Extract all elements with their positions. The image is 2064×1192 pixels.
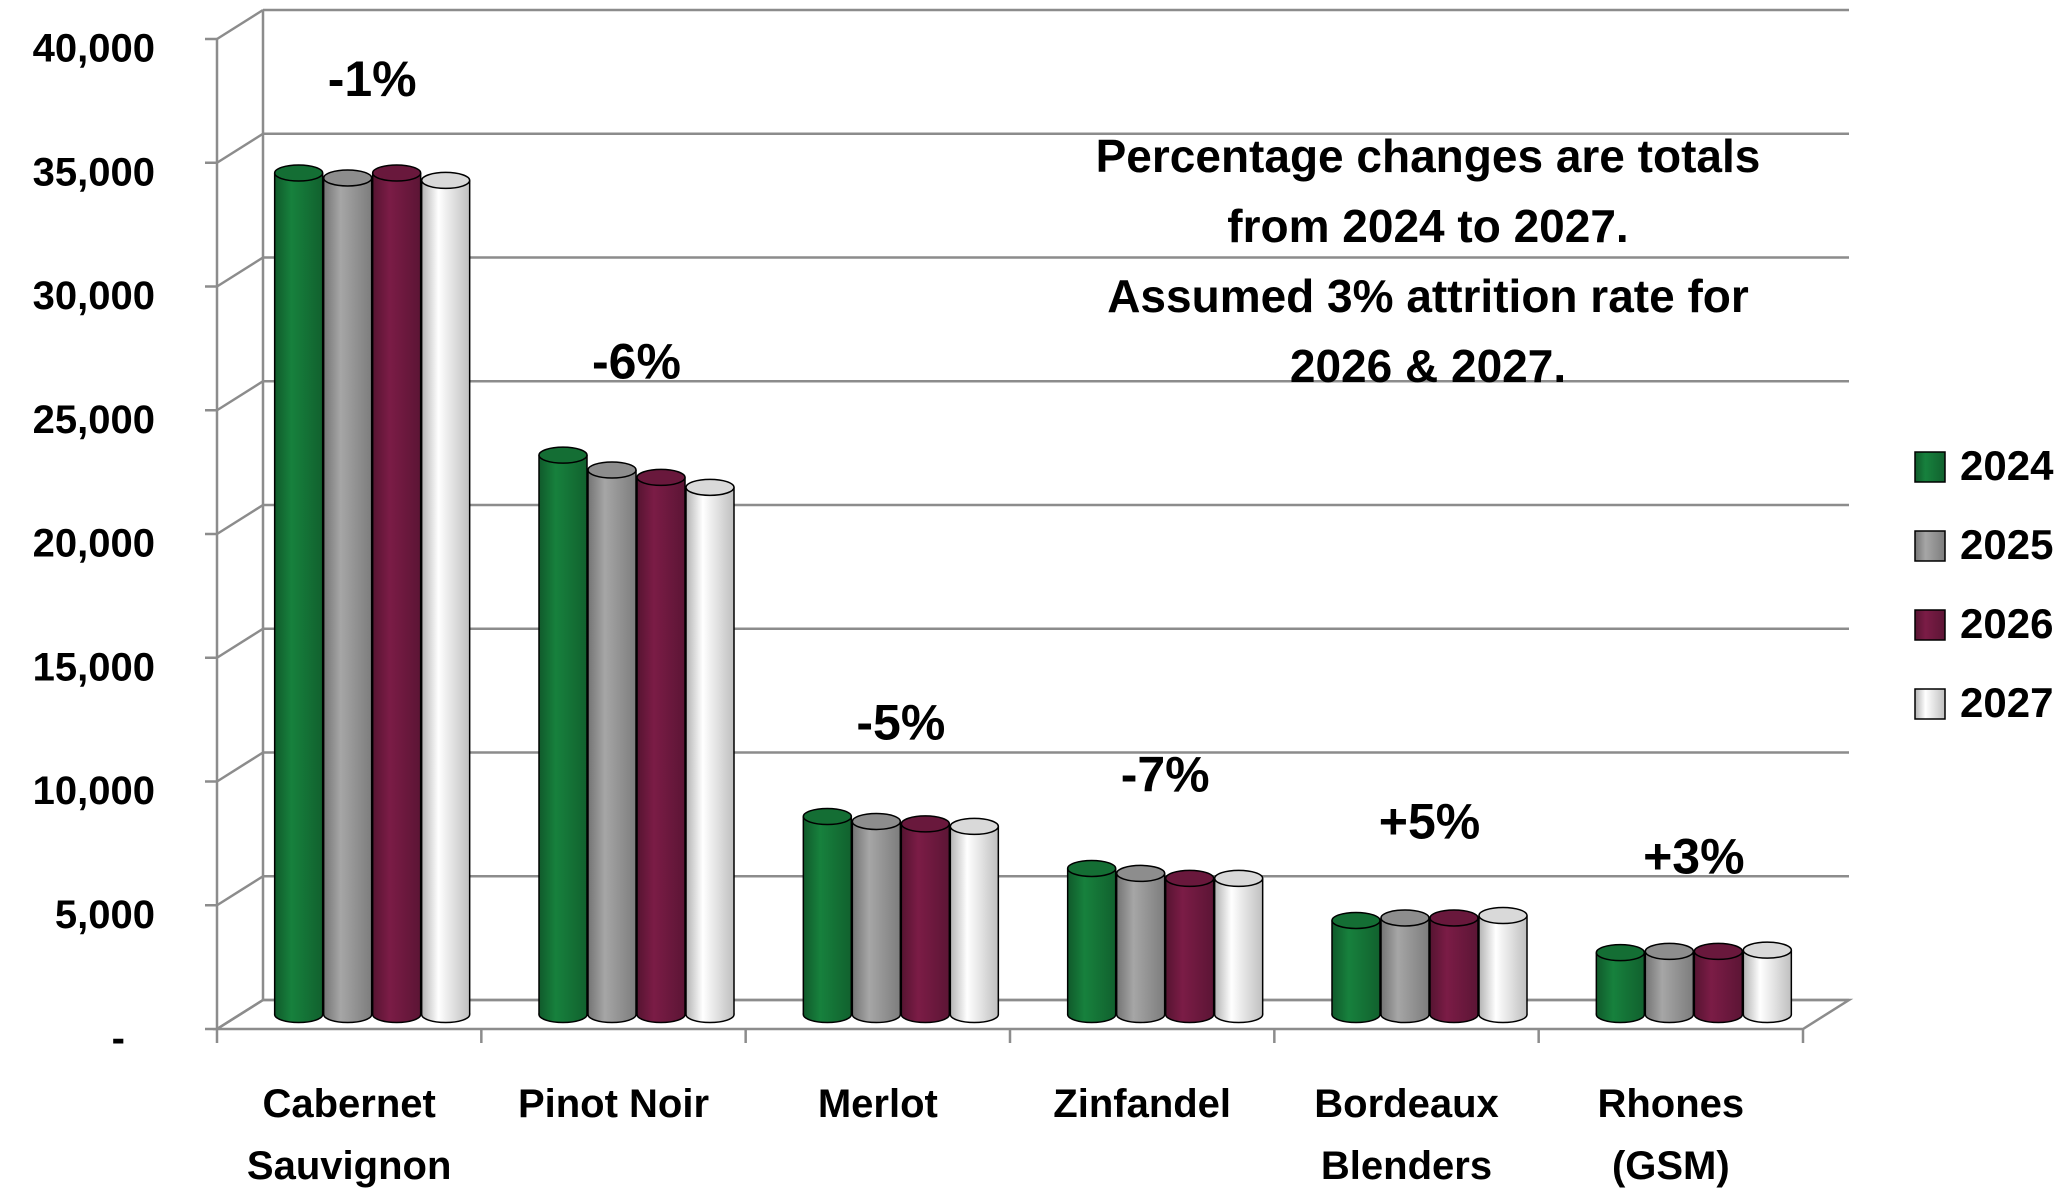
legend-label: 2027 [1960, 679, 2053, 726]
bar [1479, 915, 1527, 1015]
bar-cap [1213, 869, 1264, 888]
annotation: from 2024 to 2027. [1227, 200, 1628, 252]
legend-swatch [1914, 451, 1946, 483]
y-tick-label: 25,000 [33, 398, 155, 442]
bar [852, 821, 901, 1015]
bar [1596, 952, 1645, 1015]
bar-cap [1115, 864, 1166, 883]
bar [1430, 917, 1478, 1015]
bar-cap [1429, 909, 1479, 927]
x-tick-label: Bordeaux Blenders [1314, 1082, 1499, 1188]
bar-cap [420, 171, 471, 190]
bar-cap [851, 812, 902, 831]
legend-swatch [1914, 530, 1946, 562]
bar-cap [802, 807, 853, 826]
change-label: -7% [1121, 747, 1210, 803]
change-label: +3% [1643, 828, 1744, 884]
bar-cap [1164, 869, 1215, 888]
bar-cap [1693, 942, 1744, 961]
legend-label: 2024 [1960, 442, 2054, 489]
bar-cap [1066, 859, 1117, 878]
bar-cap [273, 164, 324, 182]
bar [901, 823, 950, 1015]
bar [1165, 878, 1214, 1015]
bar [539, 455, 587, 1015]
y-tick-label: 10,000 [33, 769, 155, 813]
side-grid-line [216, 256, 264, 288]
side-grid-line [216, 875, 264, 907]
bar [686, 487, 734, 1015]
bar [1694, 951, 1743, 1015]
annotation: Assumed 3% attrition rate for [1107, 270, 1749, 322]
side-grid-line [216, 8, 264, 41]
y-tick-label: 15,000 [33, 645, 155, 689]
side-grid-line [216, 380, 264, 412]
bar-cap [900, 815, 951, 833]
y-tick-label: 30,000 [33, 274, 155, 318]
bar-cap [1380, 909, 1430, 927]
y-tick-label: - [112, 1017, 125, 1061]
annotation: 2026 & 2027. [1290, 340, 1566, 392]
bar [323, 177, 372, 1015]
side-grid-line [216, 503, 264, 536]
x-tick-label: Merlot [817, 1082, 938, 1126]
bar [637, 477, 685, 1015]
change-label: +5% [1379, 794, 1480, 850]
x-tick-label: Zinfandel [1053, 1082, 1232, 1126]
side-grid-line [216, 751, 264, 783]
x-tick-label: Rhones (GSM) [1597, 1082, 1745, 1188]
bar-cap [322, 169, 373, 187]
change-label: -6% [592, 333, 681, 389]
bar-cap [587, 461, 637, 479]
bar [803, 816, 852, 1015]
bar [1116, 873, 1165, 1015]
bar-cap [1644, 942, 1695, 961]
bar-cap [538, 446, 588, 464]
y-tick-label: 5,000 [55, 893, 155, 937]
bar [274, 173, 323, 1015]
change-label: -5% [856, 695, 945, 751]
bar [950, 826, 999, 1015]
bar [421, 180, 470, 1015]
bar [1214, 878, 1263, 1015]
bar [588, 470, 636, 1015]
side-grid-line [216, 132, 264, 164]
bar-cap [949, 817, 1000, 836]
bar-cap [1742, 941, 1793, 959]
bar-cap [1331, 911, 1381, 930]
legend-label: 2025 [1960, 521, 2053, 568]
bar [1332, 920, 1380, 1015]
annotation: Percentage changes are totals [1096, 130, 1761, 182]
bar [1381, 917, 1429, 1015]
bar [372, 173, 421, 1015]
x-tick-label: Cabernet Sauvignon [246, 1082, 452, 1188]
y-tick-label: 40,000 [33, 27, 155, 71]
bar-cap [685, 478, 735, 497]
legend-label: 2026 [1960, 600, 2053, 647]
bar [1743, 950, 1792, 1015]
y-tick-label: 35,000 [33, 150, 155, 194]
bar-cap [1478, 906, 1528, 925]
change-label: -1% [328, 51, 417, 107]
bar-cap [371, 164, 422, 182]
bar-cap [636, 468, 686, 487]
bar [1067, 868, 1116, 1015]
side-grid-line [216, 627, 264, 659]
bar [1645, 951, 1694, 1015]
x-tick-label: Pinot Noir [517, 1082, 710, 1126]
legend-swatch [1914, 609, 1946, 641]
bar-cap [1595, 943, 1646, 962]
legend-swatch [1914, 688, 1946, 720]
y-tick-label: 20,000 [33, 522, 155, 566]
